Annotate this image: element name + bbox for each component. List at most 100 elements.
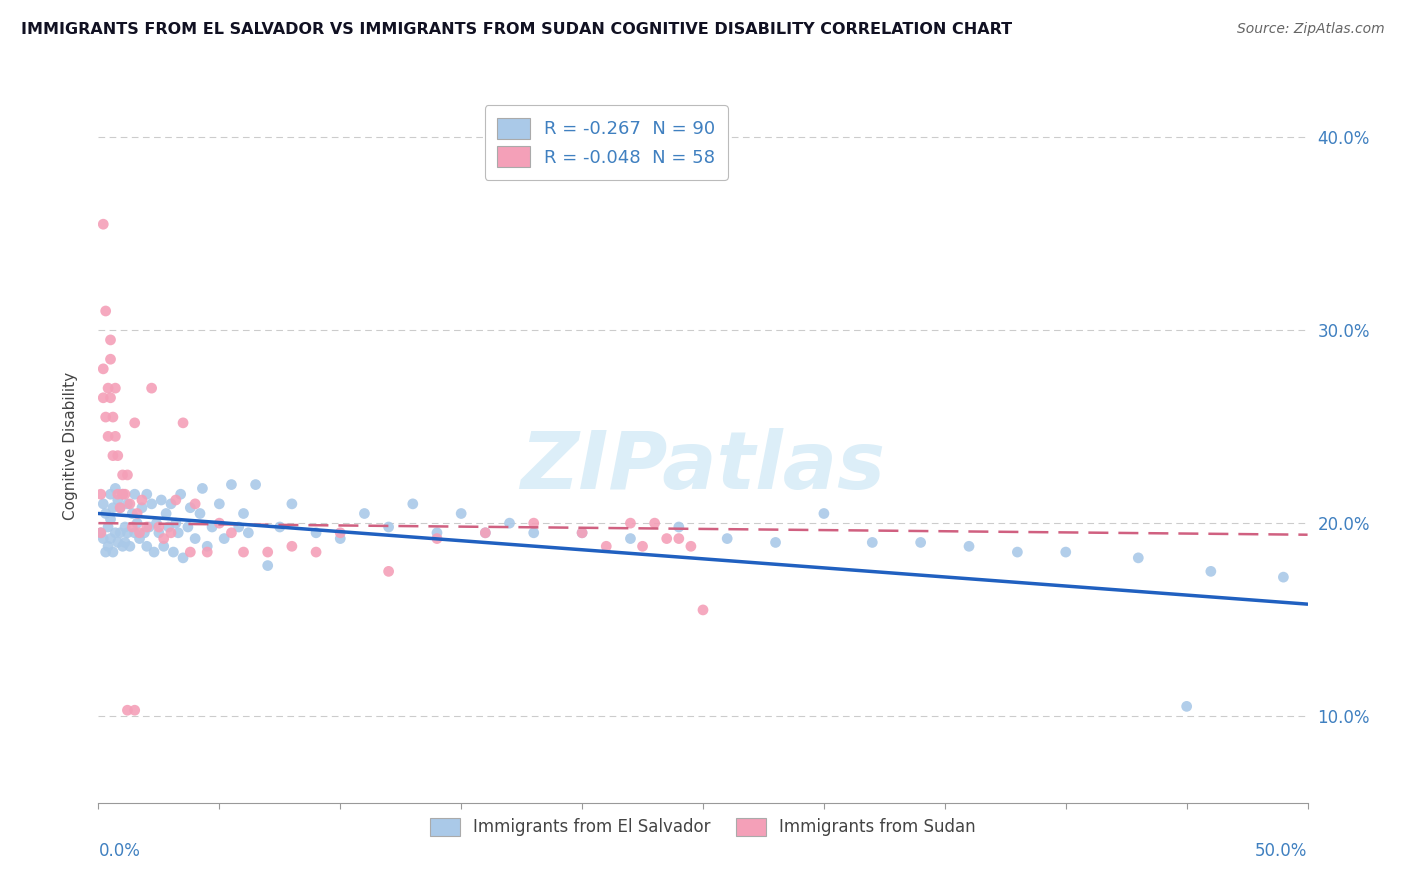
- Point: [172, 416, 194, 430]
- Point: [208, 497, 231, 511]
- Point: [94, 410, 117, 425]
- Text: 50.0%: 50.0%: [1256, 842, 1308, 860]
- Point: [523, 525, 546, 540]
- Point: [377, 520, 399, 534]
- Point: [104, 429, 127, 443]
- Point: [107, 493, 129, 508]
- Point: [108, 500, 131, 515]
- Point: [97, 539, 120, 553]
- Text: IMMIGRANTS FROM EL SALVADOR VS IMMIGRANTS FROM SUDAN COGNITIVE DISABILITY CORREL: IMMIGRANTS FROM EL SALVADOR VS IMMIGRANT…: [21, 22, 1012, 37]
- Point: [619, 532, 641, 546]
- Point: [131, 500, 153, 515]
- Point: [232, 507, 254, 521]
- Point: [668, 520, 690, 534]
- Point: [692, 603, 714, 617]
- Point: [128, 532, 150, 546]
- Point: [141, 497, 163, 511]
- Point: [813, 507, 835, 521]
- Text: Source: ZipAtlas.com: Source: ZipAtlas.com: [1237, 22, 1385, 37]
- Point: [104, 482, 127, 496]
- Point: [124, 525, 146, 540]
- Point: [114, 487, 136, 501]
- Point: [1175, 699, 1198, 714]
- Point: [305, 545, 328, 559]
- Point: [172, 550, 194, 565]
- Point: [1007, 545, 1029, 559]
- Point: [571, 525, 593, 540]
- Point: [108, 525, 131, 540]
- Point: [97, 381, 120, 395]
- Point: [160, 497, 183, 511]
- Point: [145, 516, 167, 530]
- Point: [141, 381, 163, 395]
- Point: [212, 532, 235, 546]
- Point: [108, 500, 131, 515]
- Point: [1054, 545, 1077, 559]
- Point: [111, 539, 134, 553]
- Point: [167, 525, 190, 540]
- Point: [124, 487, 146, 501]
- Point: [90, 525, 112, 540]
- Point: [474, 525, 496, 540]
- Point: [100, 487, 122, 501]
- Point: [228, 520, 250, 534]
- Point: [117, 497, 139, 511]
- Point: [101, 410, 124, 425]
- Point: [134, 525, 156, 540]
- Point: [169, 487, 191, 501]
- Text: 0.0%: 0.0%: [98, 842, 141, 860]
- Point: [157, 520, 180, 534]
- Point: [426, 525, 449, 540]
- Point: [91, 217, 114, 231]
- Point: [101, 500, 124, 515]
- Point: [114, 535, 136, 549]
- Point: [165, 493, 187, 508]
- Point: [111, 467, 134, 482]
- Legend: Immigrants from El Salvador, Immigrants from Sudan: Immigrants from El Salvador, Immigrants …: [419, 806, 987, 848]
- Point: [179, 545, 201, 559]
- Point: [100, 532, 122, 546]
- Point: [668, 532, 690, 546]
- Point: [177, 520, 200, 534]
- Point: [101, 545, 124, 559]
- Point: [135, 487, 157, 501]
- Point: [118, 497, 141, 511]
- Point: [162, 545, 184, 559]
- Point: [150, 493, 173, 508]
- Point: [94, 545, 117, 559]
- Point: [107, 535, 129, 549]
- Point: [121, 507, 143, 521]
- Point: [100, 352, 122, 367]
- Point: [117, 525, 139, 540]
- Point: [245, 477, 267, 491]
- Y-axis label: Cognitive Disability: Cognitive Disability: [63, 372, 77, 520]
- Point: [104, 525, 127, 540]
- Point: [1272, 570, 1295, 584]
- Point: [100, 512, 122, 526]
- Point: [114, 520, 136, 534]
- Point: [117, 703, 139, 717]
- Point: [90, 525, 112, 540]
- Point: [124, 703, 146, 717]
- Point: [135, 539, 157, 553]
- Point: [94, 507, 117, 521]
- Point: [644, 516, 666, 530]
- Point: [184, 532, 207, 546]
- Point: [100, 333, 122, 347]
- Point: [450, 507, 472, 521]
- Point: [256, 558, 278, 573]
- Point: [127, 507, 149, 521]
- Point: [655, 532, 678, 546]
- Point: [195, 545, 218, 559]
- Point: [329, 525, 352, 540]
- Point: [91, 532, 114, 546]
- Point: [474, 525, 496, 540]
- Point: [160, 525, 183, 540]
- Point: [238, 525, 260, 540]
- Point: [269, 520, 291, 534]
- Point: [101, 449, 124, 463]
- Point: [619, 516, 641, 530]
- Point: [1128, 550, 1150, 565]
- Text: ZIPatlas: ZIPatlas: [520, 428, 886, 507]
- Point: [305, 525, 328, 540]
